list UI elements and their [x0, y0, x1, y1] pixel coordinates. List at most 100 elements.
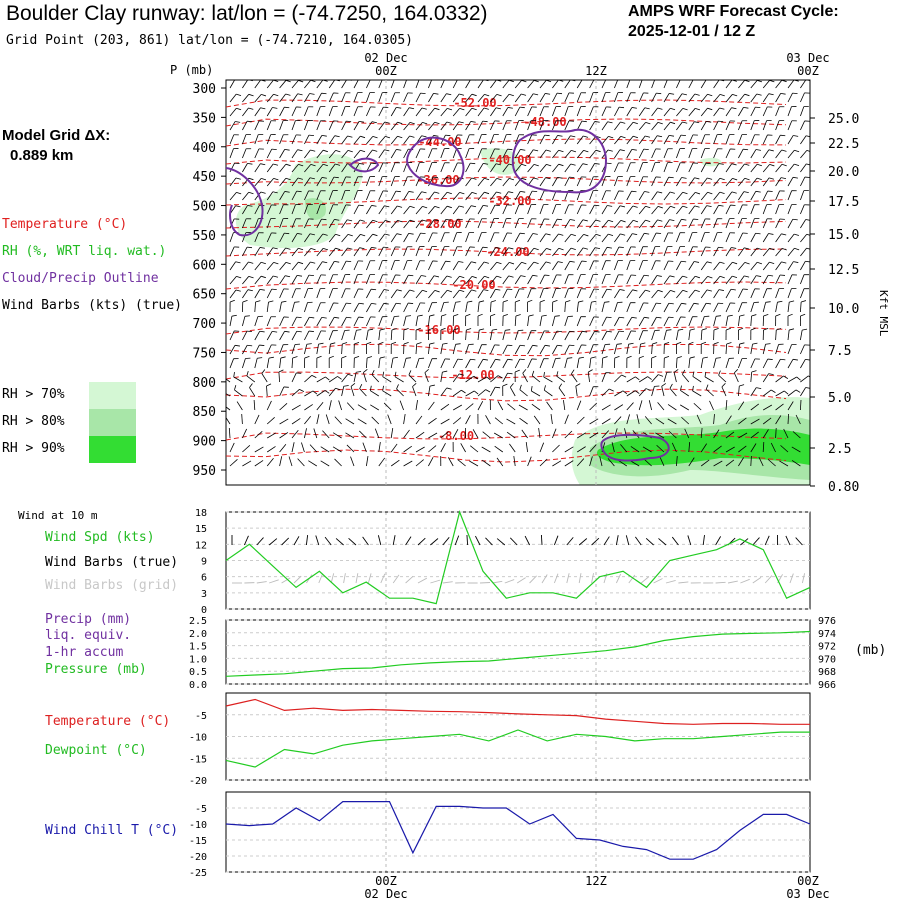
wind-barb — [700, 192, 708, 201]
wind-barb — [539, 288, 544, 299]
wind-barb — [490, 134, 495, 145]
wind-barb-flag — [471, 275, 477, 279]
wind-barb — [242, 345, 248, 355]
wind-barb-flag — [719, 275, 725, 279]
wind-barb — [390, 233, 398, 243]
wind-barb — [378, 190, 384, 201]
left-tick-label: 1.5 — [189, 642, 207, 653]
wind-barb — [291, 233, 298, 243]
wind-barb-flag — [453, 313, 459, 317]
wind-barb — [472, 429, 479, 439]
wind-barb — [564, 460, 574, 467]
wind-barb-flag — [645, 205, 651, 209]
wind-barb — [525, 442, 528, 453]
wind-barb — [614, 274, 619, 285]
wind-barb — [229, 289, 237, 299]
wind-barb — [564, 163, 572, 173]
wind-barb-flag — [285, 261, 291, 265]
wind-barb-flag — [312, 390, 318, 395]
wind-barb — [428, 260, 433, 271]
top-time-label: 00Z — [797, 64, 819, 78]
wind-barb — [440, 148, 445, 159]
wind-barb — [663, 121, 671, 131]
wind-barb — [626, 80, 631, 89]
wind-barb — [390, 135, 398, 145]
wind-barb-flag — [689, 356, 695, 359]
surface-barb-grid — [330, 573, 335, 584]
wind-barb-flag — [652, 342, 658, 345]
wind-barb-flag — [806, 149, 810, 152]
wind-barb-flag — [794, 149, 800, 153]
wind-barb — [229, 442, 235, 453]
wind-barb — [762, 177, 770, 187]
wind-barb — [291, 164, 299, 173]
wind-barb — [304, 375, 313, 383]
wind-barb — [477, 218, 483, 229]
wind-barb — [428, 80, 433, 89]
wind-barb — [657, 402, 665, 411]
wind-barb — [564, 80, 571, 89]
wind-barb-flag — [706, 289, 712, 292]
wind-barb — [403, 122, 411, 131]
wind-barb-flag — [372, 149, 378, 152]
wind-barb-flag — [391, 341, 397, 345]
wind-barb-flag — [732, 261, 738, 265]
wind-barb — [787, 177, 794, 187]
wind-barb — [601, 274, 606, 285]
wind-barb — [775, 274, 781, 285]
wind-barb — [378, 260, 383, 271]
wind-barb — [800, 399, 802, 411]
wind-barb-flag — [520, 190, 526, 193]
wind-barb — [519, 417, 528, 425]
wind-barb-flag — [383, 106, 389, 109]
surface-barb-grid — [417, 577, 427, 584]
wind-barb — [770, 442, 776, 453]
wind-barb — [589, 163, 596, 173]
wind-barb — [452, 121, 460, 131]
wind-barb-flag — [405, 315, 411, 317]
wind-barb-flag — [508, 191, 514, 194]
wind-barb-flag — [505, 329, 511, 331]
wind-barb-flag — [583, 233, 589, 237]
wind-barb — [477, 107, 485, 117]
wind-barb — [738, 417, 747, 425]
wind-barb — [576, 274, 582, 285]
wind-barb — [725, 358, 730, 369]
wind-barb — [316, 261, 323, 271]
wind-barb-flag — [719, 177, 725, 181]
wind-barb — [725, 446, 735, 453]
wind-barb-flag — [310, 149, 316, 152]
wind-barb — [390, 459, 400, 467]
wind-barb — [688, 93, 696, 103]
wind-barb-flag — [557, 218, 563, 221]
wind-barb-flag — [521, 93, 527, 96]
wind-barb-flag — [233, 371, 235, 378]
wind-barb — [589, 288, 595, 299]
wind-barb-flag — [383, 246, 389, 249]
wind-barb — [279, 149, 286, 159]
isotherm-label: -20.00 — [452, 278, 495, 292]
wind-barb — [440, 387, 448, 397]
wind-barb-flag — [434, 191, 440, 194]
wind-barb-flag — [433, 135, 439, 137]
wind-barb — [242, 261, 249, 271]
wind-barb-flag — [521, 261, 527, 265]
wind-barb — [477, 389, 486, 397]
wind-barb-flag — [459, 93, 465, 96]
surface-barb-grid — [541, 574, 548, 584]
wind-barb — [688, 121, 695, 131]
wind-barb — [266, 302, 269, 313]
wind-barb-flag — [669, 219, 675, 222]
wind-barb — [614, 390, 624, 397]
wind-barb — [378, 121, 386, 131]
surface-barb-true — [553, 535, 559, 546]
wind-barb — [502, 148, 508, 159]
wind-barb-flag — [756, 387, 762, 390]
wind-barb — [800, 301, 802, 313]
cycle-time: 2025-12-01 / 12 Z — [628, 23, 756, 40]
wind-barb-flag — [446, 121, 452, 124]
wind-barb — [502, 359, 508, 369]
wind-barb — [440, 121, 448, 131]
surface-barb-true — [496, 538, 506, 546]
right-tick-label: 974 — [818, 629, 836, 640]
